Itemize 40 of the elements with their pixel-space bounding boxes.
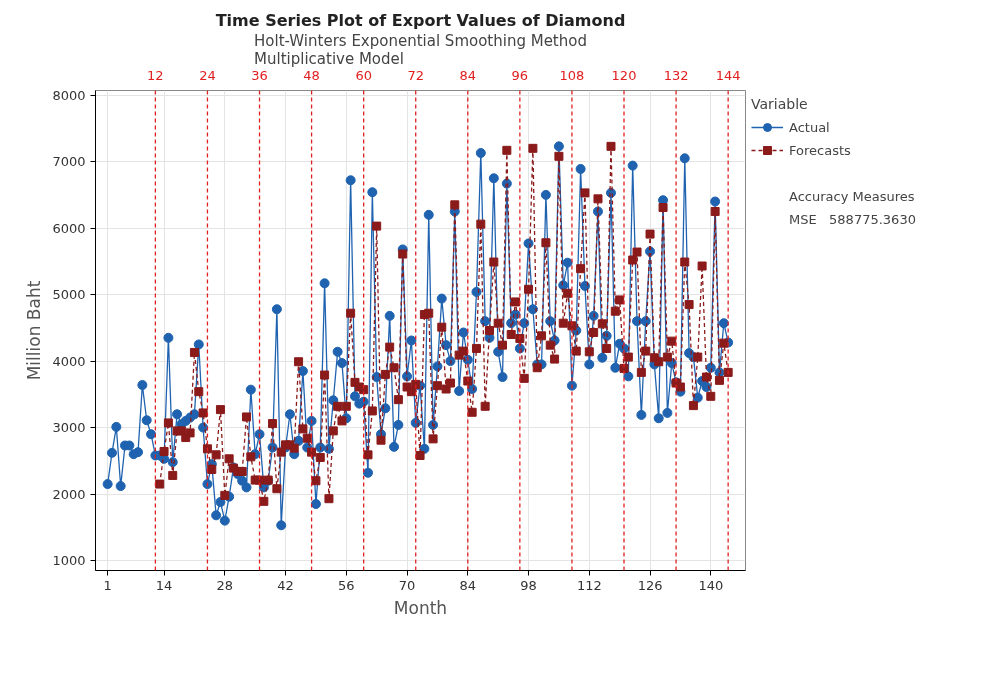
ref-line-label: 132 bbox=[663, 67, 689, 83]
chart-title: Time Series Plot of Export Values of Diamond bbox=[215, 10, 626, 30]
ref-line-label: 36 bbox=[251, 67, 268, 83]
x-tick-label: 28 bbox=[216, 577, 234, 593]
x-axis-title: Month bbox=[393, 597, 448, 618]
y-tick-label: 4000 bbox=[52, 353, 86, 369]
ref-line-label: 120 bbox=[611, 67, 637, 83]
chart-subtitle: Holt-Winters Exponential Smoothing Method Multiplicative Model bbox=[254, 31, 587, 68]
ref-line-label: 60 bbox=[355, 67, 372, 83]
y-tick-label: 8000 bbox=[52, 87, 86, 103]
x-tick-label: 84 bbox=[459, 577, 477, 593]
x-tick-label: 112 bbox=[576, 577, 602, 593]
ref-line-label: 84 bbox=[459, 67, 477, 83]
ref-line-label: 12 bbox=[147, 67, 164, 83]
legend-label: Forecasts bbox=[789, 142, 851, 158]
y-tick-label: 5000 bbox=[52, 287, 86, 303]
ref-line-label: 24 bbox=[199, 67, 216, 83]
y-tick-label: 7000 bbox=[52, 154, 86, 170]
legend-label: Actual bbox=[789, 119, 830, 135]
x-tick-label: 1 bbox=[103, 577, 112, 593]
ref-line-label: 96 bbox=[511, 67, 529, 83]
text: MSE 588775.3630 bbox=[789, 211, 916, 227]
x-tick-label: 98 bbox=[520, 577, 537, 593]
ref-line-label: 108 bbox=[559, 67, 585, 83]
x-tick-label: 56 bbox=[338, 577, 355, 593]
y-tick-label: 6000 bbox=[52, 220, 86, 236]
ref-line-label: 144 bbox=[715, 67, 741, 83]
y-tick-label: 2000 bbox=[52, 486, 86, 502]
x-tick-label: 126 bbox=[637, 577, 663, 593]
legend-title: Variable bbox=[751, 96, 809, 112]
y-tick-label: 1000 bbox=[52, 553, 86, 569]
text: Accuracy Measures bbox=[789, 188, 915, 204]
x-tick-label: 42 bbox=[277, 577, 294, 593]
ref-line-label: 48 bbox=[303, 67, 320, 83]
x-tick-label: 140 bbox=[698, 577, 724, 593]
x-tick-label: 14 bbox=[155, 577, 173, 593]
y-axis-title: Million Baht bbox=[24, 280, 45, 381]
x-tick-label: 70 bbox=[398, 577, 416, 593]
y-tick-label: 3000 bbox=[52, 420, 86, 436]
ref-line-label: 72 bbox=[407, 67, 424, 83]
